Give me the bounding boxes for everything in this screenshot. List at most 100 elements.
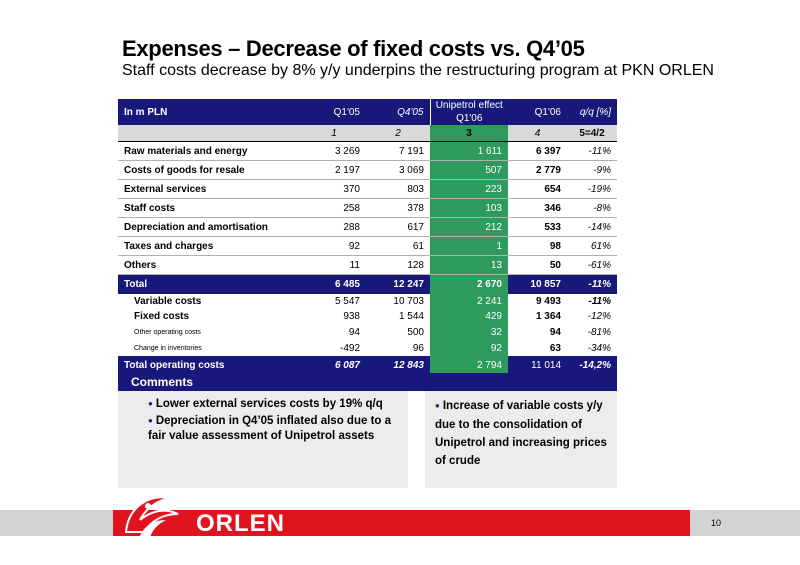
header-q4-05: Q4'05 bbox=[366, 99, 430, 125]
total-operating-q4-05: 12 843 bbox=[366, 356, 430, 375]
total-qq: -11% bbox=[567, 274, 617, 294]
index-col-1: 1 bbox=[302, 125, 366, 142]
table-row: Others 11 128 13 50 -61% bbox=[118, 255, 617, 275]
sub-row: Other operating costs 94 500 32 94 -81% bbox=[118, 324, 617, 340]
cell-q1-05: 370 bbox=[302, 179, 366, 199]
cell-q1-05: 94 bbox=[348, 326, 360, 338]
total-row: Total 6 485 12 247 2 670 10 857 -11% bbox=[118, 274, 617, 294]
cell-q1-05: 92 bbox=[302, 236, 366, 256]
table-row: Raw materials and energy 3 269 7 191 1 6… bbox=[118, 141, 617, 161]
expenses-table: In m PLN Q1'05 Q4'05 Unipetrol effect Q1… bbox=[118, 99, 617, 375]
row-label: Taxes and charges bbox=[118, 236, 302, 256]
total-operating-label: Total operating costs bbox=[118, 356, 302, 375]
row-label: Fixed costs bbox=[134, 311, 190, 322]
table-index-row: 1 2 3 4 5=4/2 bbox=[118, 125, 617, 142]
row-label: Depreciation and amortisation bbox=[118, 217, 302, 237]
cell-qq: -34% bbox=[587, 342, 611, 354]
header-qq: q/q [%] bbox=[567, 99, 617, 125]
cell-q1-06: 94 bbox=[549, 326, 561, 338]
cell-q4-05: 803 bbox=[366, 179, 430, 199]
orlen-logo-text: ORLEN bbox=[196, 510, 285, 537]
comments-left-box: ● Lower external services costs by 19% q/… bbox=[118, 391, 408, 488]
cell-unipetrol: 2 241 bbox=[430, 294, 508, 309]
sub-row: Change in inventories -492 96 92 63 -34% bbox=[118, 340, 617, 356]
cell-q1-05: 288 bbox=[302, 217, 366, 237]
cell-q4-05: 61 bbox=[366, 236, 430, 256]
cell-q4-05: 128 bbox=[366, 255, 430, 275]
header-q1-06: Q1'06 bbox=[508, 99, 567, 125]
header-label: In m PLN bbox=[118, 99, 302, 125]
cell-q4-05: 3 069 bbox=[366, 160, 430, 180]
sub-row: Fixed costs 938 1 544 429 1 364 -12% bbox=[118, 309, 617, 324]
cell-qq: 61% bbox=[567, 236, 617, 256]
cell-q1-06: 9 493 bbox=[535, 296, 561, 307]
row-label: Staff costs bbox=[118, 198, 302, 218]
total-label: Total bbox=[118, 274, 302, 294]
cell-q1-06: 50 bbox=[508, 255, 567, 275]
cell-q1-05: -492 bbox=[339, 342, 360, 354]
sub-row: Variable costs 5 547 10 703 2 241 9 493 … bbox=[118, 294, 617, 309]
cell-qq: -9% bbox=[567, 160, 617, 180]
header-q1-05: Q1'05 bbox=[302, 99, 366, 125]
table-row: Staff costs 258 378 103 346 -8% bbox=[118, 198, 617, 218]
comments-heading: Comments bbox=[118, 373, 617, 391]
cell-q4-05: 10 703 bbox=[393, 296, 424, 307]
cell-unipetrol: 13 bbox=[430, 255, 508, 275]
row-label: Others bbox=[118, 255, 302, 275]
cell-q1-05: 938 bbox=[343, 311, 360, 322]
cell-unipetrol: 212 bbox=[430, 217, 508, 237]
comment-item: ● Increase of variable costs y/y due to t… bbox=[435, 397, 609, 470]
row-label: Costs of goods for resale bbox=[118, 160, 302, 180]
total-operating-unipetrol: 2 794 bbox=[430, 356, 508, 375]
total-unipetrol: 2 670 bbox=[430, 274, 508, 294]
cell-q1-06: 98 bbox=[508, 236, 567, 256]
cell-qq: -8% bbox=[567, 198, 617, 218]
cell-q4-05: 500 bbox=[407, 326, 424, 338]
bullet-icon: ● bbox=[148, 416, 153, 425]
cell-q1-06: 346 bbox=[508, 198, 567, 218]
comment-text: Increase of variable costs y/y due to th… bbox=[435, 400, 607, 467]
table-row: Taxes and charges 92 61 1 98 61% bbox=[118, 236, 617, 256]
comments-right-box: ● Increase of variable costs y/y due to t… bbox=[425, 391, 617, 488]
cell-unipetrol: 429 bbox=[430, 309, 508, 324]
cell-qq: -61% bbox=[567, 255, 617, 275]
header-unipetrol-line2: Q1'06 bbox=[456, 113, 483, 124]
cell-q1-05: 2 197 bbox=[302, 160, 366, 180]
row-label: Variable costs bbox=[134, 296, 202, 307]
comment-item: ● Depreciation in Q4’05 inflated also due… bbox=[148, 414, 400, 444]
header-unipetrol-line1: Unipetrol effect bbox=[435, 100, 503, 111]
cell-q4-05: 378 bbox=[366, 198, 430, 218]
cell-unipetrol: 32 bbox=[430, 324, 508, 340]
cell-q1-05: 258 bbox=[302, 198, 366, 218]
cell-qq: -81% bbox=[587, 326, 611, 338]
cell-unipetrol: 1 611 bbox=[430, 141, 508, 161]
comment-text: Lower external services costs by 19% q/q bbox=[155, 398, 383, 410]
table-row: Depreciation and amortisation 288 617 21… bbox=[118, 217, 617, 237]
cell-q4-05: 96 bbox=[412, 342, 424, 354]
cell-q1-05: 11 bbox=[302, 255, 366, 275]
page-title: Expenses – Decrease of fixed costs vs. Q… bbox=[122, 36, 585, 61]
comment-item: ● Lower external services costs by 19% q/… bbox=[148, 397, 400, 412]
orlen-eagle-logo-icon bbox=[124, 496, 179, 538]
total-operating-qq: -14,2% bbox=[567, 356, 617, 375]
cell-q1-05: 5 547 bbox=[334, 296, 360, 307]
total-q1-06: 10 857 bbox=[508, 274, 567, 294]
cell-q1-06: 654 bbox=[508, 179, 567, 199]
cell-unipetrol: 1 bbox=[430, 236, 508, 256]
cell-q1-06: 533 bbox=[508, 217, 567, 237]
cell-qq: -11% bbox=[588, 296, 611, 307]
footer-red-band bbox=[113, 510, 690, 536]
index-col-2: 2 bbox=[366, 125, 430, 142]
row-label: External services bbox=[118, 179, 302, 199]
total-operating-row: Total operating costs 6 087 12 843 2 794… bbox=[118, 356, 617, 375]
cell-q1-06: 2 779 bbox=[508, 160, 567, 180]
cell-q1-05: 3 269 bbox=[302, 141, 366, 161]
row-label: Raw materials and energy bbox=[118, 141, 302, 161]
cell-unipetrol: 223 bbox=[430, 179, 508, 199]
cell-q1-06: 1 364 bbox=[535, 311, 561, 322]
index-col-5: 5=4/2 bbox=[567, 125, 617, 142]
cell-q1-06: 6 397 bbox=[508, 141, 567, 161]
index-col-3: 3 bbox=[430, 125, 508, 142]
cell-q4-05: 7 191 bbox=[366, 141, 430, 161]
index-col-4: 4 bbox=[508, 125, 567, 142]
